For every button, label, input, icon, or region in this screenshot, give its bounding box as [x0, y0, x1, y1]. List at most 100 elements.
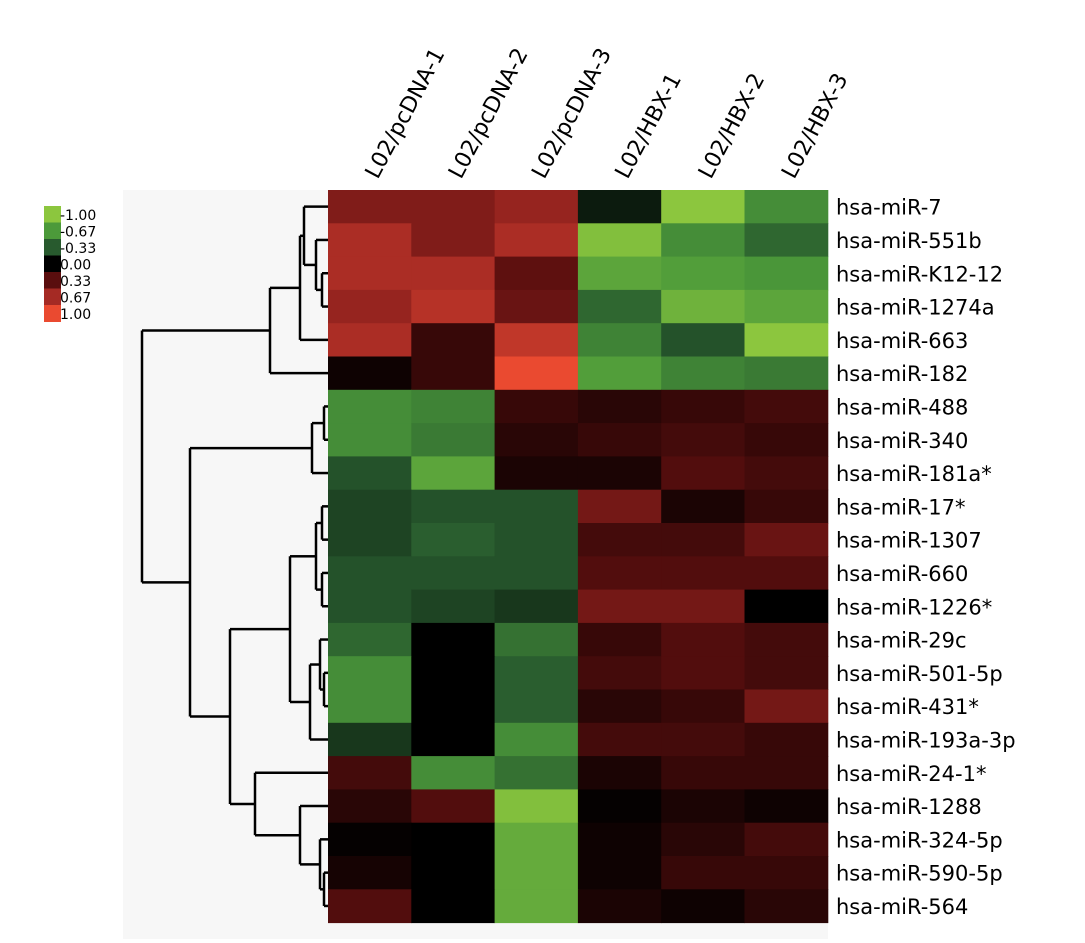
heatmap-cell — [661, 456, 745, 491]
heatmap-cell — [328, 489, 412, 524]
row-labels: hsa-miR-7 hsa-miR-551b hsa-miR-K12-12 hsa-m… — [836, 196, 1016, 919]
heatmap-cell — [494, 589, 579, 624]
heatmap-cell — [744, 656, 829, 690]
heatmap-cell — [577, 489, 662, 524]
legend-swatch — [44, 255, 61, 273]
heatmap-cell — [411, 856, 496, 890]
heatmap-cell — [494, 223, 579, 258]
heatmap-cell — [411, 389, 496, 424]
heatmap-cell — [328, 789, 412, 824]
heatmap-cell — [494, 889, 579, 924]
row-label: hsa-miR-590-5p — [836, 862, 1003, 886]
row-label: hsa-miR-1288 — [836, 795, 982, 819]
heatmap-cell — [494, 489, 579, 524]
heatmap-cell — [661, 190, 745, 224]
row-label: hsa-miR-663 — [836, 329, 968, 353]
heatmap-cell — [661, 656, 745, 690]
heatmap-cell — [494, 190, 579, 224]
column-label: L02/pcDNA-3 — [527, 44, 617, 183]
heatmap-cell — [328, 889, 412, 924]
heatmap-cell — [328, 656, 412, 690]
heatmap-cell — [328, 323, 412, 357]
heatmap-cell — [494, 356, 579, 391]
heatmap-cell — [411, 523, 496, 557]
heatmap-cell — [661, 689, 745, 724]
legend-swatch — [44, 305, 61, 322]
legend-label: 0.67 — [60, 291, 91, 307]
column-label: L02/HBX-1 — [611, 69, 687, 182]
heatmap-cell — [661, 223, 745, 258]
legend-label: 1.00 — [60, 307, 91, 323]
heatmap-cell — [577, 856, 662, 890]
heatmap-cell — [744, 789, 829, 824]
heatmap-cell — [411, 556, 496, 591]
legend-swatch — [44, 288, 61, 306]
column-label: L02/pcDNA-2 — [444, 44, 534, 183]
heatmap-cell — [744, 856, 829, 890]
heatmap-cell — [494, 856, 579, 890]
heatmap-cell — [744, 689, 829, 724]
heatmap-cell — [411, 356, 496, 391]
heatmap-cell — [744, 423, 829, 457]
heatmap-cell — [328, 456, 412, 491]
heatmap-cell — [577, 223, 662, 258]
heatmap-cell — [494, 622, 579, 657]
heatmap-cell — [661, 756, 745, 790]
row-label: hsa-miR-1274a — [836, 296, 995, 320]
heatmap-cell — [328, 756, 412, 790]
heatmap-cell — [411, 722, 496, 757]
heatmap-cell — [328, 256, 412, 291]
heatmap-cell — [744, 190, 829, 224]
legend-swatch — [44, 239, 61, 256]
row-label: hsa-miR-17* — [836, 495, 966, 519]
heatmap-cell — [661, 589, 745, 624]
heatmap-cell — [411, 323, 496, 357]
legend-swatch — [44, 272, 61, 289]
legend-label: -0.67 — [60, 225, 96, 241]
row-label: hsa-miR-324-5p — [836, 828, 1003, 852]
heatmap-cell — [744, 289, 829, 324]
heatmap-cell — [661, 523, 745, 557]
heatmap-cell — [494, 523, 579, 557]
row-label: hsa-miR-193a-3p — [836, 728, 1016, 752]
heatmap-cell — [577, 589, 662, 624]
heatmap-cell — [577, 756, 662, 790]
heatmap-cell — [494, 689, 579, 724]
heatmap-cell — [328, 389, 412, 424]
heatmap-cell — [744, 622, 829, 657]
heatmap-cell — [661, 323, 745, 357]
heatmap-cell — [577, 456, 662, 491]
heatmap-cell — [328, 689, 412, 724]
legend-label: 0.00 — [60, 258, 91, 274]
legend-swatch — [44, 222, 61, 240]
row-label: hsa-miR-182 — [836, 362, 968, 386]
heatmap-cell — [494, 289, 579, 324]
heatmap-cell — [661, 889, 745, 924]
legend-label: -0.33 — [60, 241, 96, 257]
heatmap-cell — [411, 289, 496, 324]
heatmap-cell — [328, 223, 412, 258]
heatmap-cell — [577, 722, 662, 757]
row-label: hsa-miR-564 — [836, 895, 968, 919]
row-dendrogram — [140, 205, 328, 908]
legend-swatch — [44, 206, 61, 223]
heatmap-cell — [744, 589, 829, 624]
row-label: hsa-miR-1226* — [836, 595, 992, 619]
heatmap-cell — [661, 423, 745, 457]
heatmap-cell — [661, 622, 745, 657]
heatmap-cell — [494, 389, 579, 424]
row-label: hsa-miR-660 — [836, 562, 968, 586]
heatmap-cell — [661, 556, 745, 591]
heatmap-cell — [661, 856, 745, 890]
heatmap-cell — [411, 489, 496, 524]
heatmap-cell — [411, 190, 496, 224]
heatmap-cell — [411, 822, 496, 857]
heatmap-cell — [494, 822, 579, 857]
heatmap-cell — [577, 789, 662, 824]
heatmap-cell — [494, 256, 579, 291]
column-labels: L02/pcDNA-1L02/pcDNA-2L02/pcDNA-3L02/HBX… — [361, 44, 854, 183]
heatmap-cell — [411, 756, 496, 790]
heatmap-cell — [577, 889, 662, 924]
heatmap-cell — [577, 622, 662, 657]
